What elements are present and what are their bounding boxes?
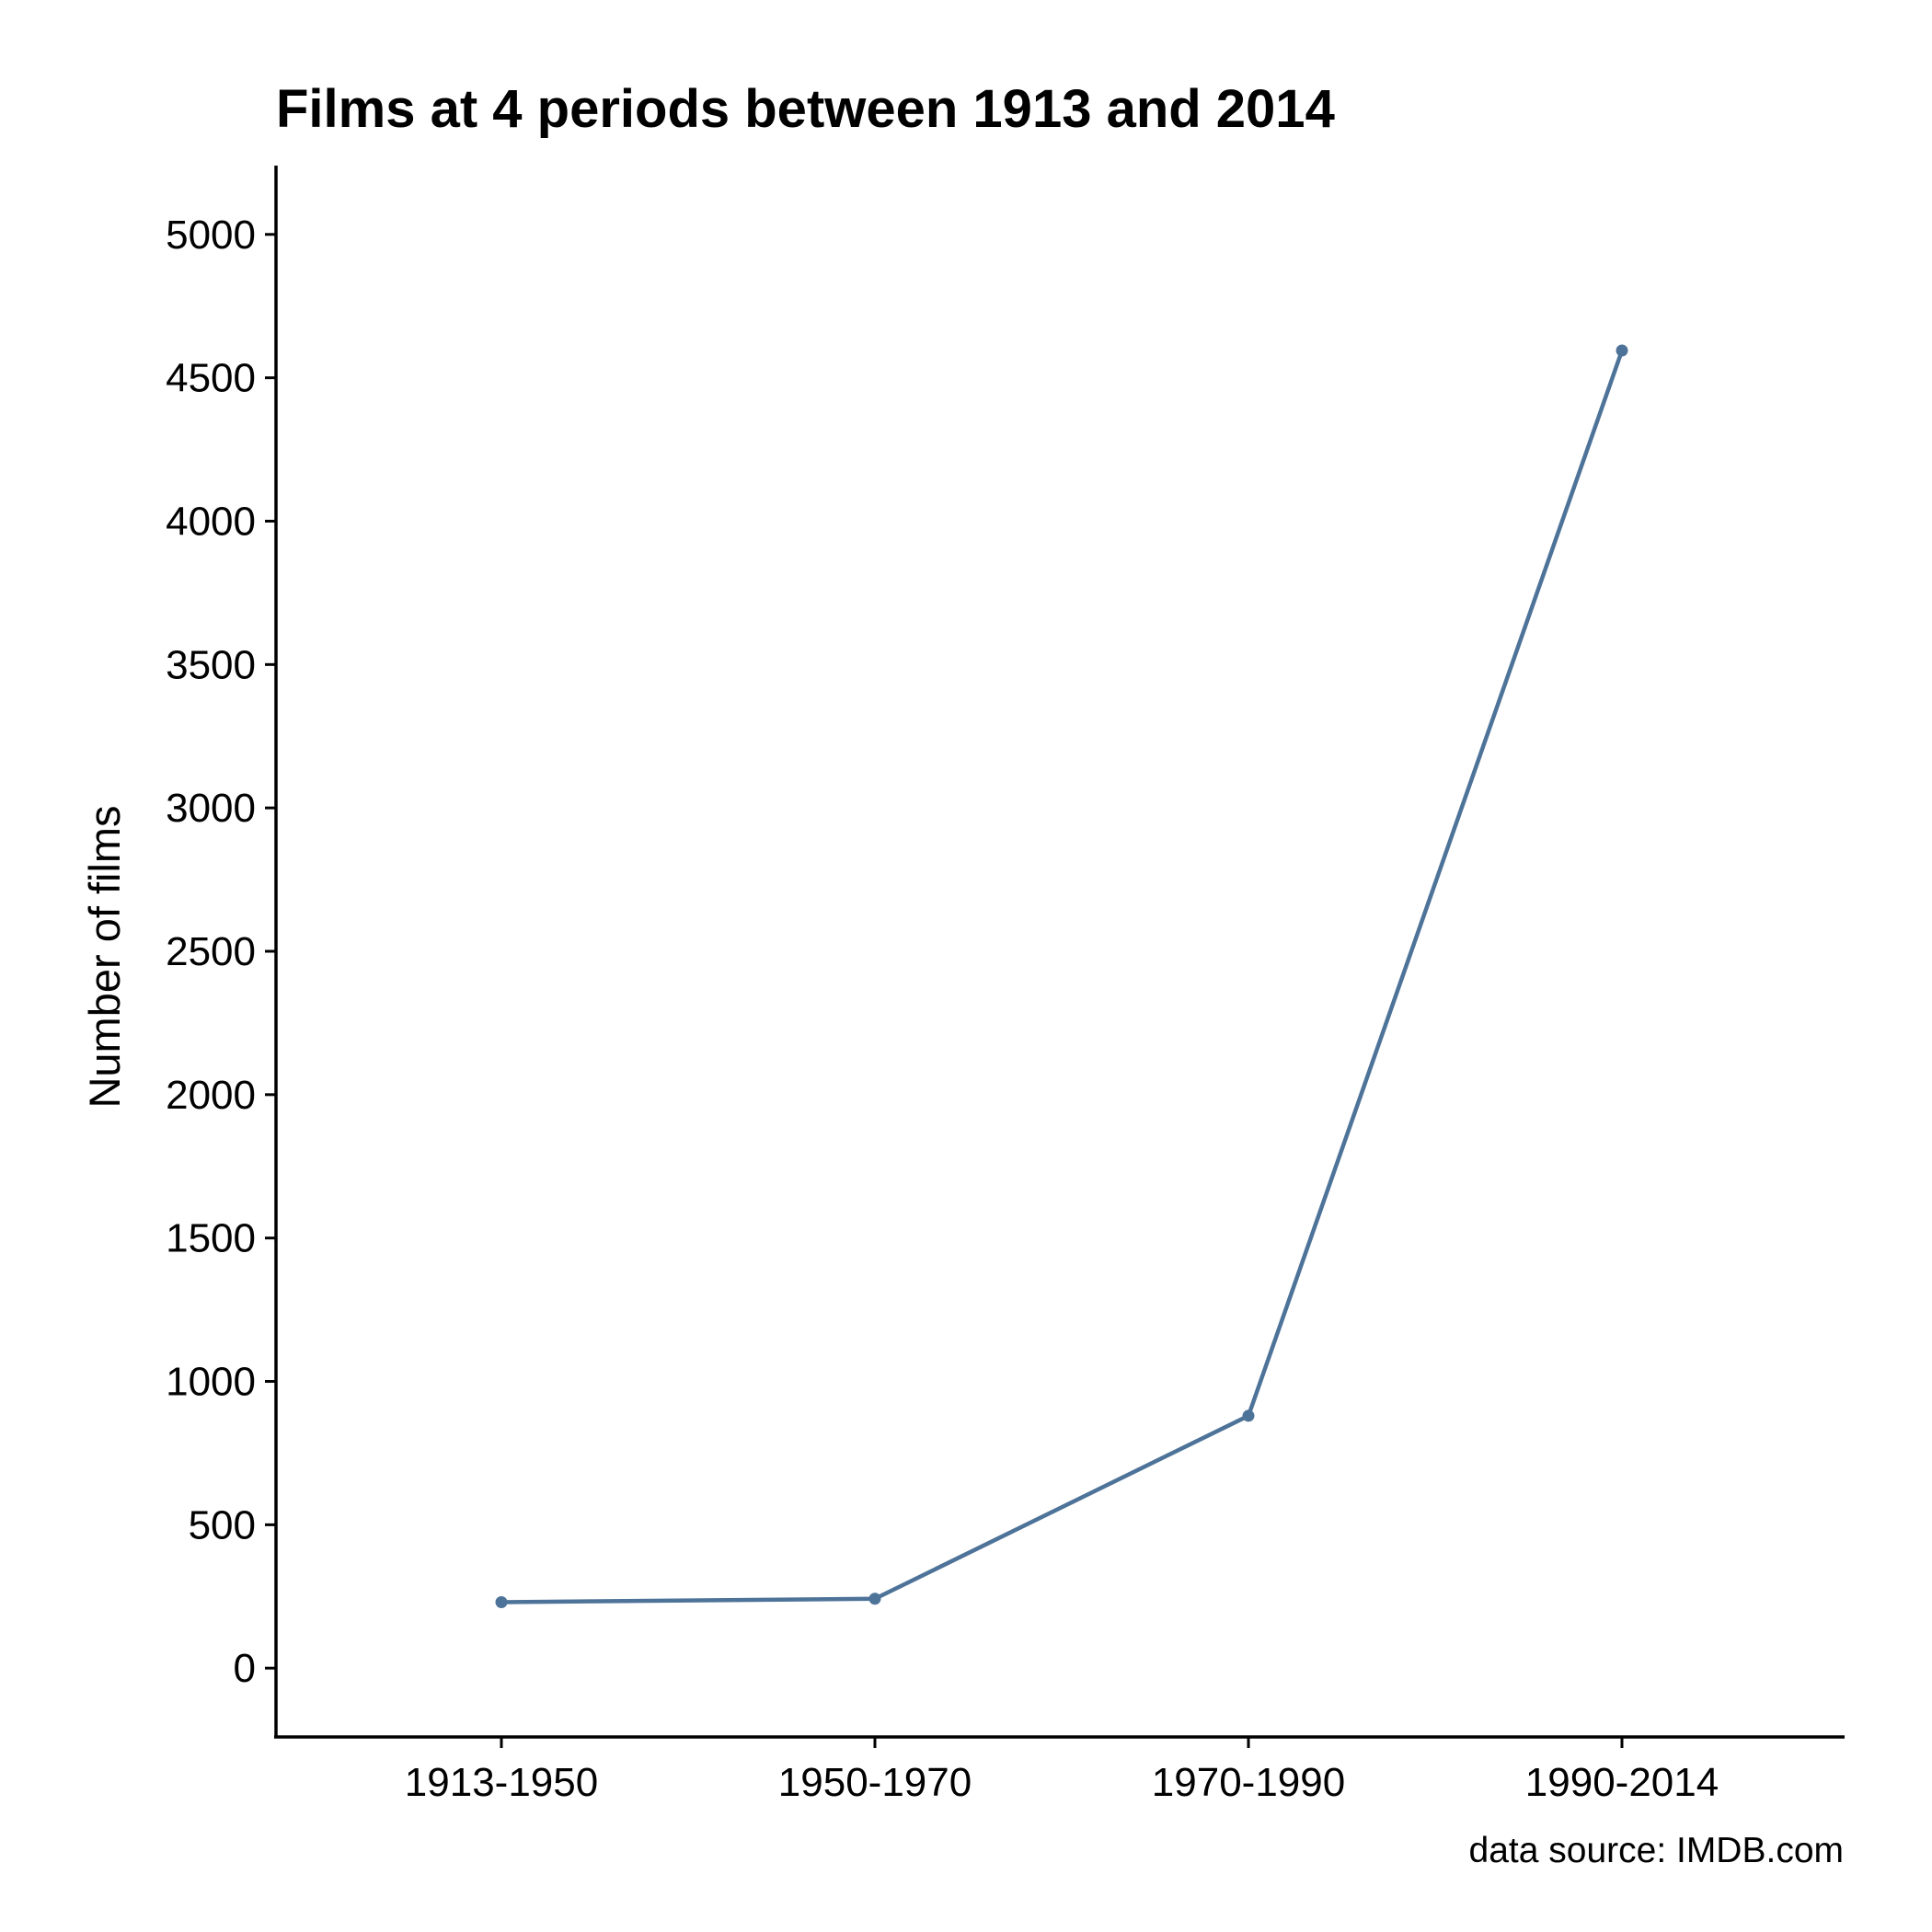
x-tick-label: 1970-1990	[1152, 1760, 1345, 1805]
series-films	[495, 344, 1628, 1609]
series-line	[499, 348, 1625, 1604]
data-point	[1616, 344, 1628, 357]
y-tick-label: 0	[234, 1646, 256, 1691]
x-tick-label: 1950-1970	[778, 1760, 972, 1805]
y-tick-label: 1500	[166, 1216, 256, 1261]
x-tick-label: 1990-2014	[1525, 1760, 1719, 1805]
x-tick-label: 1913-1950	[405, 1760, 598, 1805]
y-tick-label: 2000	[166, 1073, 256, 1118]
y-tick-label: 2500	[166, 929, 256, 974]
y-tick-label: 3500	[166, 642, 256, 687]
y-axis-title: Number of films	[80, 805, 129, 1108]
y-tick-label: 5000	[166, 213, 256, 258]
data-point	[1242, 1409, 1255, 1422]
y-tick-label: 3000	[166, 786, 256, 831]
data-point	[495, 1596, 508, 1609]
data-point	[868, 1593, 881, 1605]
y-tick-label: 4000	[166, 499, 256, 544]
x-axis-ticks: 1913-1950 1950-1970 1970-1990 1990-2014	[405, 1737, 1719, 1805]
data-source-caption: data source: IMDB.com	[1469, 1831, 1844, 1870]
y-axis-ticks: 0 500 1000 1500 2000 2500 3000 3500 4000 4500 5000	[166, 213, 276, 1691]
y-tick-label: 500	[189, 1502, 256, 1547]
y-tick-label: 4500	[166, 356, 256, 401]
chart-title: Films at 4 periods between 1913 and 2014	[276, 79, 1335, 139]
y-tick-label: 1000	[166, 1360, 256, 1405]
